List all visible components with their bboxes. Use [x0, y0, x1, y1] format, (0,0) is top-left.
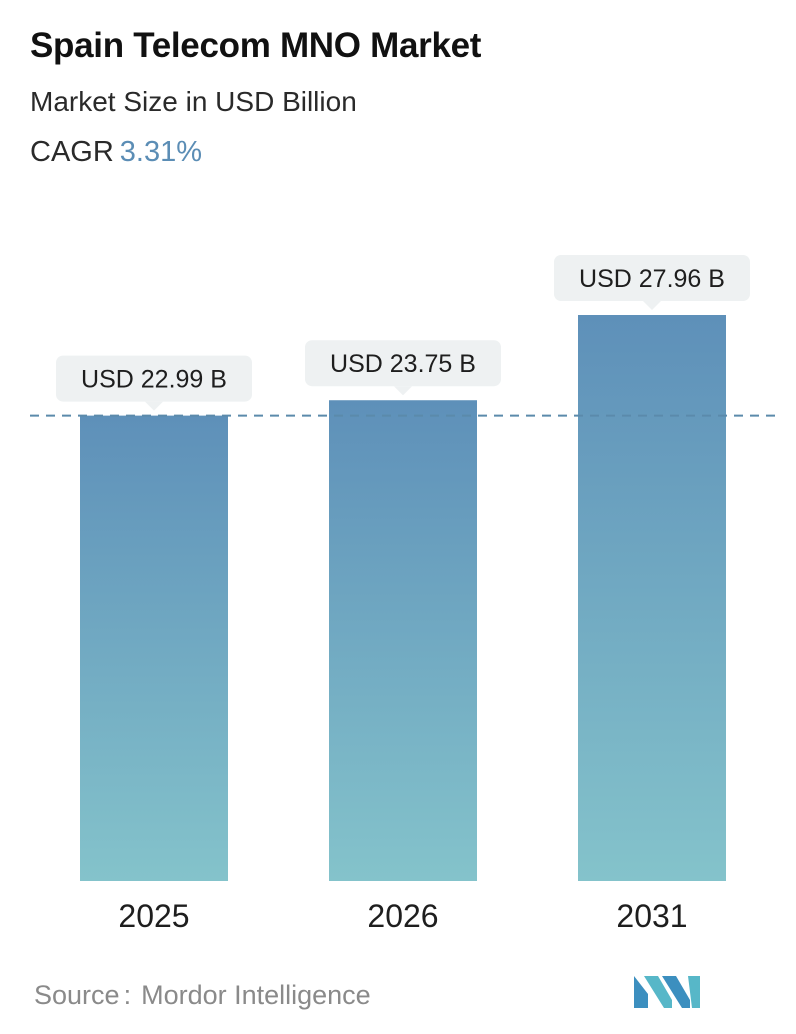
callout-pointer	[145, 401, 163, 411]
x-tick-label: 2025	[118, 898, 189, 934]
source-separator: :	[123, 980, 132, 1010]
cagr-line: CAGR 3.31%	[30, 136, 202, 169]
data-label: USD 27.96 B	[579, 265, 725, 293]
bar-2025	[80, 415, 228, 881]
callout-pointer	[643, 301, 661, 310]
bar-2031	[578, 315, 726, 881]
data-label-callout: USD 23.75 B	[305, 340, 501, 396]
source-note: Source: Mordor Intelligence	[34, 980, 371, 1011]
callout-pointer	[394, 386, 412, 396]
bar-2026	[329, 400, 477, 881]
data-label-callout: USD 27.96 B	[554, 255, 750, 310]
callout-box	[56, 355, 252, 402]
chart-subtitle: Market Size in USD Billion	[30, 86, 357, 117]
chart-title: Spain Telecom MNO Market	[30, 26, 482, 65]
data-label-callout: USD 22.99 B	[56, 355, 252, 411]
cagr-label: CAGR	[30, 136, 114, 168]
data-label: USD 22.99 B	[81, 366, 227, 394]
mordor-intelligence-logo-icon	[634, 976, 700, 1008]
cagr-value: 3.31%	[119, 136, 203, 168]
bar-chart: USD 22.99 B 2025 USD 23.75 B 2026 USD 27.96 …	[30, 255, 782, 934]
x-tick-label: 2031	[616, 898, 687, 934]
source-name: Mordor Intelligence	[141, 980, 371, 1010]
callout-box	[554, 255, 750, 301]
source-label: Source	[34, 980, 120, 1010]
data-label: USD 23.75 B	[330, 350, 476, 378]
x-tick-label: 2026	[367, 898, 438, 934]
callout-box	[305, 340, 501, 387]
